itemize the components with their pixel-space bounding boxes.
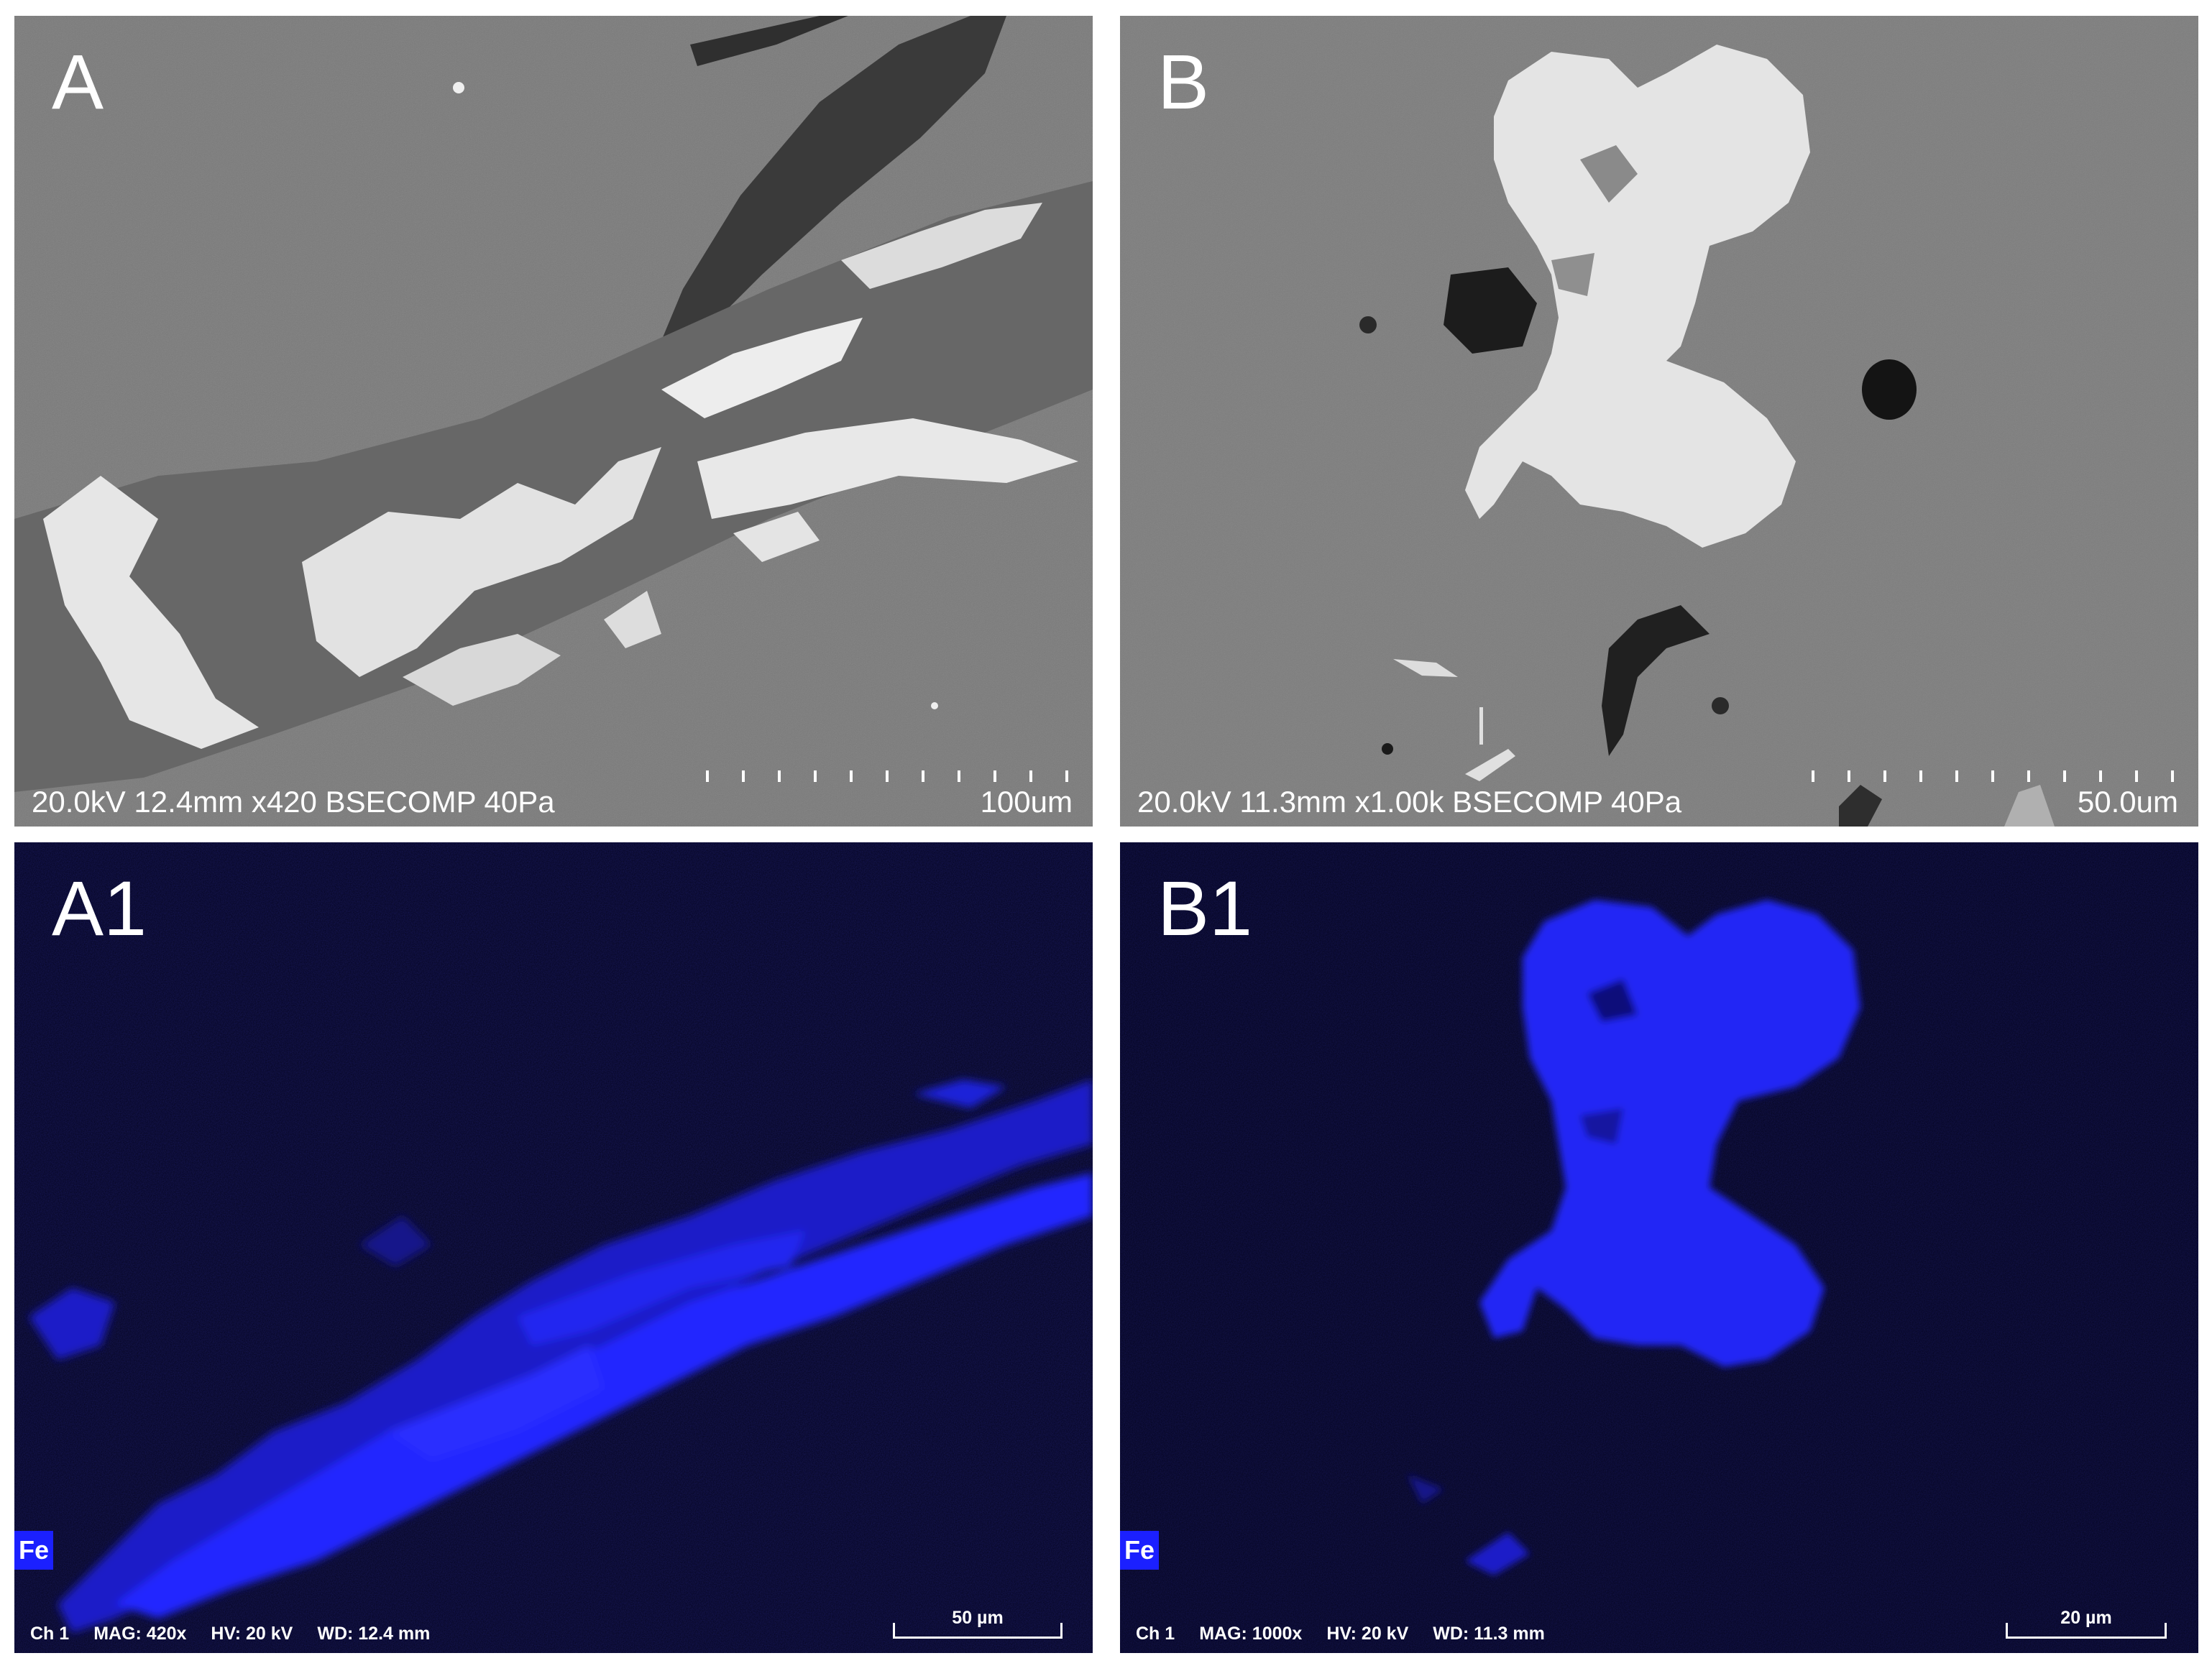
edx-footer-a1: Ch 1 MAG: 420x HV: 20 kV WD: 12.4 mm: [30, 1624, 454, 1644]
edx-map-a1-art: [14, 842, 1093, 1653]
edx-map-b1-art: [1120, 842, 2198, 1653]
element-tag-fe-b1: Fe: [1120, 1531, 1159, 1570]
sem-image-b-art: [1120, 16, 2198, 827]
panel-label-a1: A1: [52, 865, 147, 952]
sem-image-a: A 20.0kV 12.4mm x420 BSECOMP 40Pa 100um: [14, 16, 1093, 827]
panel-label-b: B: [1157, 38, 1210, 125]
panel-label-b1: B1: [1157, 865, 1253, 952]
scale-bar-b1: 20 µm: [2006, 1603, 2167, 1639]
edx-footer-b1: Ch 1 MAG: 1000x HV: 20 kV WD: 11.3 mm: [1136, 1624, 1569, 1644]
sem-scale-ticks-a: [706, 770, 1073, 782]
edx-map-b1: Fe B1 Ch 1 MAG: 1000x HV: 20 kV WD: 11.3 mm…: [1120, 842, 2198, 1653]
scale-bar-a1: 50 µm: [893, 1603, 1063, 1639]
scale-bar-label-b1: 20 µm: [2060, 1608, 2112, 1628]
sem-scale-label-a: 100um: [980, 785, 1073, 819]
element-tag-fe-a1: Fe: [14, 1531, 53, 1570]
sem-image-a-art: [14, 16, 1093, 827]
sem-info-a: 20.0kV 12.4mm x420 BSECOMP 40Pa: [32, 785, 555, 819]
sem-image-b: B 20.0kV 11.3mm x1.00k BSECOMP 40Pa 50.0…: [1120, 16, 2198, 827]
working-distance-a1: WD: 12.4 mm: [317, 1624, 431, 1644]
sem-scale-label-b: 50.0um: [2077, 785, 2178, 819]
magnification-b1: MAG: 1000x: [1199, 1624, 1303, 1644]
voltage-a1: HV: 20 kV: [211, 1624, 293, 1644]
working-distance-b1: WD: 11.3 mm: [1433, 1624, 1545, 1644]
sem-info-b: 20.0kV 11.3mm x1.00k BSECOMP 40Pa: [1137, 785, 1682, 819]
channel-a1: Ch 1: [30, 1624, 70, 1644]
sem-scale-ticks-b: [1812, 770, 2178, 782]
scale-bar-label-a1: 50 µm: [952, 1608, 1004, 1628]
voltage-b1: HV: 20 kV: [1326, 1624, 1409, 1644]
edx-map-a1: Fe A1 Ch 1 MAG: 420x HV: 20 kV WD: 12.4 mm …: [14, 842, 1093, 1653]
magnification-a1: MAG: 420x: [93, 1624, 187, 1644]
channel-b1: Ch 1: [1136, 1624, 1175, 1644]
panel-label-a: A: [52, 38, 104, 125]
